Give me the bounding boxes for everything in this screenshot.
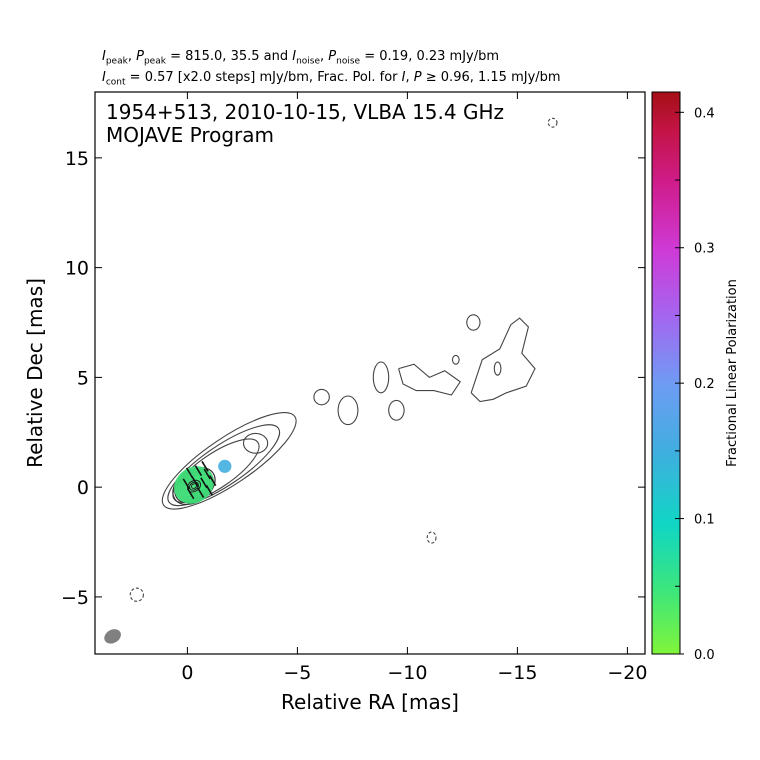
- colorbar-label: Fractional Linear Polarization: [725, 279, 740, 467]
- header-line-2: Icont = 0.57 [x2.0 steps] mJy/bm, Frac. …: [102, 70, 561, 88]
- evpa-tick: [182, 478, 190, 490]
- jet-island-contour: [493, 361, 502, 376]
- x-axis-label: Relative RA [mas]: [281, 690, 459, 714]
- axis-ticks: 0 −5 −10 −15 −20 −5 0 5 10 15: [61, 92, 647, 684]
- i-cont-subscript: cont: [105, 77, 126, 88]
- noise-values: = 0.19, 0.23 mJy/bm: [364, 49, 500, 64]
- evpa-tick: [185, 467, 194, 479]
- i-noise-subscript: noise: [296, 56, 321, 67]
- peak-values: = 815.0, 35.5 and: [170, 49, 289, 64]
- x-tick-label: −5: [283, 662, 311, 684]
- jet-contour: [161, 411, 297, 510]
- y-tick-label: 5: [77, 367, 89, 389]
- evpa-tick: [209, 475, 217, 487]
- p-peak-subscript: peak: [143, 56, 166, 67]
- y-tick-label: 10: [65, 258, 89, 280]
- core-contour: [189, 481, 199, 491]
- header-line-1: Ipeak, Ppeak = 815.0, 35.5 and Inoise, P…: [102, 49, 500, 67]
- jet-island-contour: [242, 432, 269, 454]
- y-tick-label: 0: [77, 477, 89, 499]
- negative-contour: [129, 587, 144, 602]
- colorbar-tick-label: 0.3: [694, 242, 715, 257]
- jet-island-contour: [388, 399, 405, 421]
- evpa-tick: [200, 477, 208, 489]
- i-peak-subscript: peak: [105, 56, 128, 67]
- jet-contour: [167, 424, 281, 507]
- p-noise-subscript: noise: [336, 56, 361, 67]
- polarization-threshold: ≥ 0.96, 1.15 mJy/bm: [425, 70, 561, 85]
- jet-contour: [172, 438, 260, 503]
- x-tick-label: −10: [387, 662, 427, 684]
- evpa-tick: [205, 484, 214, 496]
- colorbar-tick-label: 0.1: [694, 513, 715, 528]
- jet-island-contour: [313, 388, 330, 406]
- y-axis-label: Relative Dec [mas]: [23, 278, 47, 468]
- evpa-tick: [196, 487, 205, 499]
- jet-blob-contour: [470, 317, 536, 403]
- jet-island-contour: [466, 314, 481, 331]
- y-tick-label: 15: [65, 148, 89, 170]
- polarization-patch: [218, 459, 232, 473]
- evpa-tick: [203, 468, 211, 480]
- jet-island-contour: [337, 395, 359, 426]
- colorbar-tick-label: 0.2: [694, 377, 715, 392]
- x-tick-label: −15: [497, 662, 537, 684]
- chart-subtitle: MOJAVE Program: [106, 123, 274, 147]
- evpa-tick: [191, 476, 199, 488]
- negative-contour: [426, 531, 437, 544]
- jet-island-contour: [451, 354, 460, 365]
- colorbar: [651, 91, 681, 655]
- y-tick-label: −5: [61, 587, 89, 609]
- colorbar-ticks: 0.0 0.1 0.2 0.3 0.4: [675, 106, 715, 663]
- jet-blob-contour: [398, 363, 461, 396]
- chart-title: 1954+513, 2010-10-15, VLBA 15.4 GHz: [106, 100, 504, 124]
- x-tick-label: −20: [607, 662, 647, 684]
- colorbar-tick-label: 0.0: [694, 648, 715, 663]
- colorbar-tick-label: 0.4: [694, 106, 715, 121]
- evpa-tick: [194, 465, 203, 477]
- jet-island-contour: [372, 361, 390, 394]
- evpa-tick: [201, 460, 209, 472]
- beam-ellipse: [104, 629, 121, 644]
- x-tick-label: 0: [181, 662, 193, 684]
- evpa-tick: [187, 488, 195, 500]
- negative-contour: [547, 117, 558, 128]
- plot-frame: [94, 91, 646, 655]
- plot-area: [104, 117, 558, 644]
- contour-text: = 0.57 [x2.0 steps] mJy/bm, Frac. Pol. f…: [129, 70, 398, 85]
